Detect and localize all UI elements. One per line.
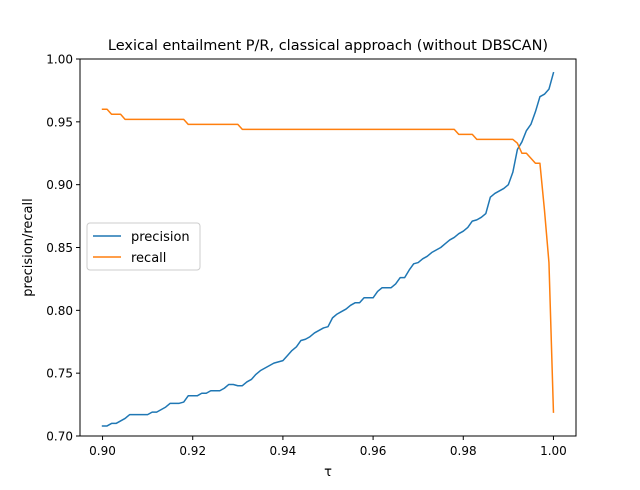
recall-series-line [101,108,555,413]
legend: precision recall [86,222,201,271]
axes-layer: 0.90 0.92 0.94 0.96 0.98 1.00 0.70 0.75 0.80 0.85… [46,53,567,459]
legend-box [86,222,201,271]
x-tick-label: 0.92 [179,444,206,458]
y-tick-label: 1.00 [46,53,73,67]
series-layer [101,71,555,427]
legend-precision-label: precision [131,230,190,245]
legend-recall-label: recall [131,251,166,266]
y-tick-label: 0.85 [46,241,73,255]
y-tick-label: 0.95 [46,115,73,129]
x-tick-label: 0.94 [270,444,297,458]
x-tick-label: 1.00 [540,444,567,458]
precision-series-line [101,71,555,427]
x-axis-label: τ [324,465,332,480]
x-tick-label: 0.90 [89,444,116,458]
plot-frame [79,58,577,437]
x-tick-label: 0.96 [360,444,387,458]
y-tick-label: 0.75 [46,367,73,381]
y-tick-label: 0.80 [46,304,73,318]
y-tick-label: 0.90 [46,178,73,192]
y-axis-label: precision/recall [21,198,36,296]
chart-title: Lexical entailment P/R, classical approa… [108,38,548,54]
x-tick-label: 0.98 [450,444,477,458]
y-tick-label: 0.70 [46,430,73,444]
